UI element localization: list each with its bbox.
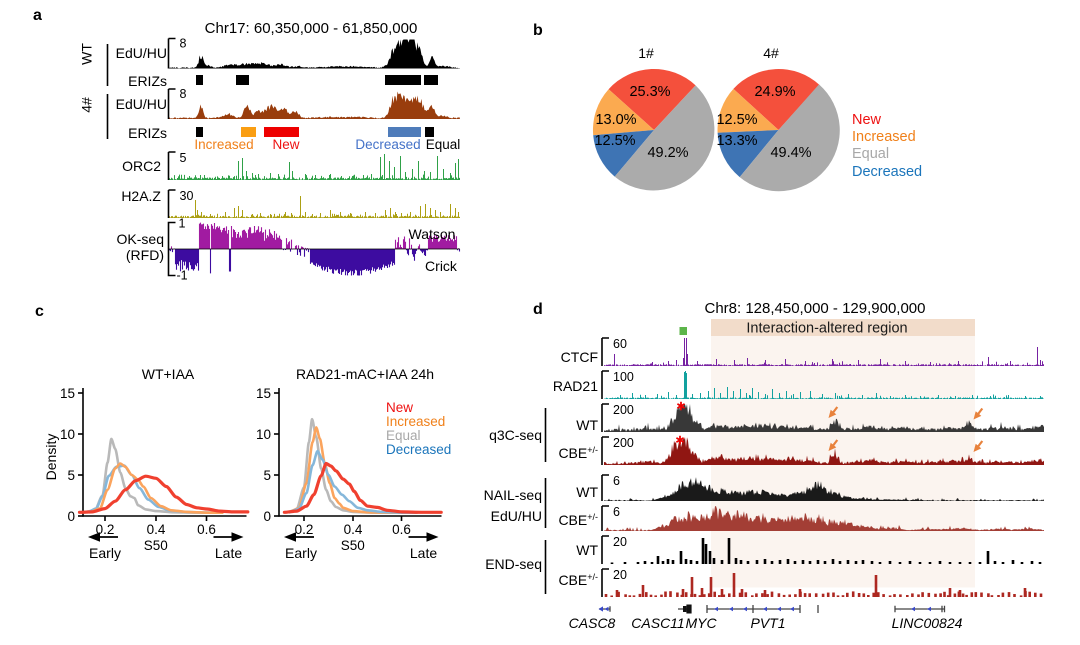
svg-text:d: d [533,301,543,318]
svg-text:ORC2: ORC2 [122,158,161,174]
svg-text:CTCF: CTCF [561,349,598,365]
svg-text:q3C-seq: q3C-seq [489,427,542,443]
svg-text:5: 5 [263,468,271,483]
svg-text:NAIL-seq: NAIL-seq [484,487,542,503]
svg-text:WT+IAA: WT+IAA [142,366,195,382]
svg-text:15: 15 [60,386,75,401]
svg-text:WT: WT [576,542,598,558]
svg-text:New: New [386,400,413,415]
svg-text:200: 200 [613,436,634,450]
svg-text:WT: WT [576,484,598,500]
svg-text:WT: WT [79,43,95,65]
svg-text:0: 0 [263,509,271,524]
svg-text:Late: Late [215,545,242,561]
svg-text:CASC11: CASC11 [631,615,684,631]
svg-text:4#: 4# [763,45,779,61]
svg-text:Increased: Increased [852,129,916,145]
svg-text:EdU/HU: EdU/HU [116,96,167,112]
svg-text:CASC8: CASC8 [569,615,616,631]
svg-text:RAD21: RAD21 [553,378,598,394]
svg-text:S50: S50 [144,538,168,553]
svg-text:Increased: Increased [386,414,445,429]
svg-text:13.3%: 13.3% [716,133,757,149]
svg-text:12.5%: 12.5% [594,133,635,149]
svg-text:6: 6 [613,505,620,519]
svg-text:1#: 1# [638,45,654,61]
svg-text:S50: S50 [341,538,365,553]
svg-text:20: 20 [613,568,627,582]
svg-text:12.5%: 12.5% [716,112,757,128]
svg-text:c: c [35,303,44,320]
svg-text:0.2: 0.2 [96,522,115,537]
svg-text:LINC00824: LINC00824 [892,615,963,631]
svg-text:RAD21-mAC+IAA 24h: RAD21-mAC+IAA 24h [296,366,434,382]
svg-text:0.2: 0.2 [295,522,314,537]
svg-text:Equal: Equal [852,146,889,162]
svg-text:60: 60 [613,337,627,351]
svg-text:Early: Early [285,545,317,561]
svg-text:b: b [533,22,543,39]
svg-text:Decreased: Decreased [852,164,922,180]
svg-text:END-seq: END-seq [485,556,542,572]
svg-text:0.4: 0.4 [147,522,166,537]
svg-text:(RFD): (RFD) [126,247,164,263]
svg-text:ERIZs: ERIZs [128,73,167,89]
svg-text:Watson: Watson [409,226,456,242]
svg-text:49.4%: 49.4% [770,145,811,161]
svg-text:Chr8: 128,450,000 - 129,900,00: Chr8: 128,450,000 - 129,900,000 [704,300,925,317]
svg-text:0.4: 0.4 [344,522,363,537]
svg-text:WT: WT [576,417,598,433]
svg-text:5: 5 [180,151,187,165]
svg-text:New: New [852,112,882,128]
svg-text:25.3%: 25.3% [629,84,670,100]
svg-text:6: 6 [613,474,620,488]
svg-text:0.6: 0.6 [392,522,411,537]
svg-text:30: 30 [180,189,194,203]
svg-text:ERIZs: ERIZs [128,125,167,141]
svg-text:8: 8 [180,37,187,51]
svg-text:100: 100 [613,370,634,384]
svg-text:Early: Early [89,545,121,561]
svg-text:-1: -1 [177,269,188,283]
svg-text:MYC: MYC [685,615,717,631]
svg-text:0: 0 [67,509,75,524]
svg-text:H2A.Z: H2A.Z [121,188,161,204]
svg-text:Equal: Equal [386,428,421,443]
svg-text:1: 1 [179,217,186,231]
svg-text:0.6: 0.6 [197,522,216,537]
svg-text:PVT1: PVT1 [750,615,785,631]
svg-text:Decreased: Decreased [355,137,420,152]
svg-text:5: 5 [67,468,75,483]
svg-text:Chr17: 60,350,000 - 61,850,000: Chr17: 60,350,000 - 61,850,000 [205,20,418,37]
svg-text:a: a [33,7,42,24]
svg-text:New: New [272,137,299,152]
svg-text:49.2%: 49.2% [647,145,688,161]
svg-text:24.9%: 24.9% [754,84,795,100]
svg-text:8: 8 [180,87,187,101]
svg-text:Density: Density [43,434,59,481]
svg-text:EdU/HU: EdU/HU [116,45,167,61]
svg-text:Crick: Crick [425,258,458,274]
svg-text:Decreased: Decreased [386,442,451,457]
svg-text:15: 15 [256,386,271,401]
svg-text:4#: 4# [79,97,95,113]
svg-text:Late: Late [410,545,437,561]
svg-text:Interaction-altered region: Interaction-altered region [746,321,907,337]
svg-text:10: 10 [256,427,271,442]
svg-text:OK-seq: OK-seq [117,231,164,247]
svg-text:Equal: Equal [426,137,461,152]
svg-text:Increased: Increased [194,137,253,152]
svg-text:200: 200 [613,403,634,417]
svg-text:20: 20 [613,535,627,549]
svg-text:10: 10 [60,427,75,442]
svg-text:EdU/HU: EdU/HU [491,508,542,524]
svg-text:13.0%: 13.0% [595,112,636,128]
